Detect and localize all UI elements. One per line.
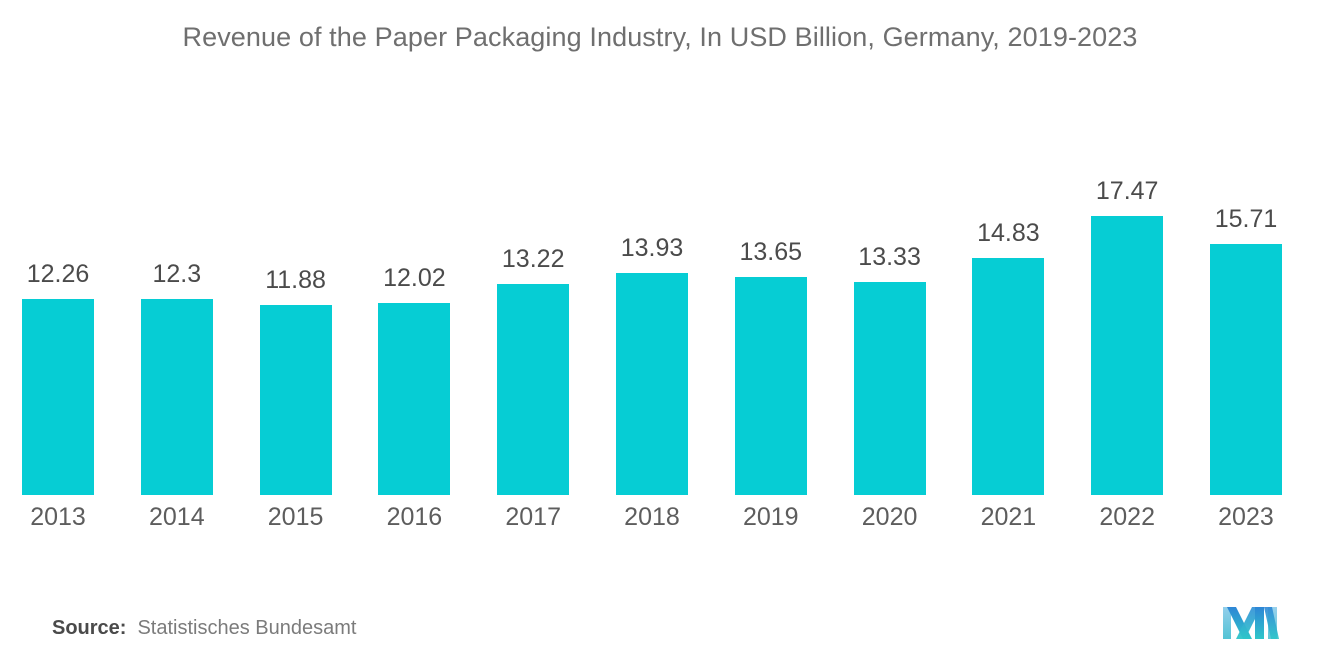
bar[interactable] [615,273,688,495]
bar-group[interactable]: 12.02 [378,70,451,495]
bar-group[interactable]: 13.65 [734,70,807,495]
bar-group[interactable]: 14.83 [972,70,1045,495]
bar-value-label: 11.88 [265,266,326,294]
bar-value-label: 13.22 [501,245,565,273]
mordor-intelligence-logo [1222,605,1280,641]
bar-group[interactable]: 12.3 [140,70,213,495]
bar-series: 12.26 12.3 11.88 12.02 13.22 13.93 13.65 13.33 1… [22,70,1282,495]
x-axis-tick-label: 2014 [148,503,205,531]
x-axis-tick-label: 2017 [505,503,561,531]
x-axis-tick-label: 2013 [30,503,86,531]
bar-group[interactable]: 13.93 [615,70,688,495]
x-axis-tick-label: 2018 [624,503,680,531]
x-axis: 2013 2014 2015 2016 2017 2018 2019 2020 2021 2022… [22,503,1282,537]
bar[interactable] [259,305,332,495]
bar[interactable] [22,299,94,495]
bar[interactable] [1209,244,1282,495]
bar[interactable] [378,303,451,495]
bar-value-label: 17.47 [1095,177,1159,205]
bar-value-label: 12.02 [383,264,446,292]
bar[interactable] [853,282,926,495]
source-value: Statistisches Bundesamt [137,617,357,639]
bar-value-label: 12.3 [152,260,202,288]
x-axis-tick-label: 2022 [1099,503,1155,531]
bar-group[interactable]: 13.22 [497,70,570,495]
source-attribution: Source: Statistisches Bundesamt [52,617,356,640]
bar[interactable] [140,299,213,495]
chart-title: Revenue of the Paper Packaging Industry,… [182,22,1138,52]
x-axis-tick-label: 2015 [267,503,324,531]
bar-group[interactable]: 17.47 [1091,70,1164,495]
bar-group[interactable]: 11.88 [259,70,332,495]
bar-value-label: 13.65 [739,238,803,266]
x-axis-tick-label: 2016 [386,503,443,531]
plot-area: 12.26 12.3 11.88 12.02 13.22 13.93 13.65 13.33 1… [0,70,1320,495]
chart-footer: Source: Statistisches Bundesamt [0,555,1320,665]
bar-group[interactable]: 12.26 [22,70,94,495]
bar[interactable] [497,284,570,495]
x-axis-tick-label: 2023 [1218,503,1274,531]
bar[interactable] [972,258,1045,495]
bar-value-label: 14.83 [977,219,1040,247]
bar-group[interactable]: 15.71 [1209,70,1282,495]
bar-value-label: 12.26 [26,260,90,288]
x-axis-tick-label: 2020 [861,503,918,531]
bar-group[interactable]: 13.33 [853,70,926,495]
bar-value-label: 13.33 [858,243,921,271]
x-axis-tick-label: 2021 [980,503,1037,531]
source-label: Source: [52,617,127,639]
bar[interactable] [734,277,807,495]
bar-value-label: 15.71 [1214,205,1278,233]
bar-value-label: 13.93 [620,234,684,262]
bar[interactable] [1091,216,1164,495]
logo-svg [1223,607,1279,639]
x-axis-tick-label: 2019 [742,503,799,531]
